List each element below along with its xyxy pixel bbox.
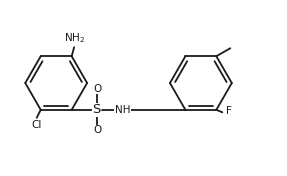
Text: O: O — [94, 125, 102, 135]
Text: S: S — [92, 103, 101, 116]
Text: F: F — [226, 106, 232, 116]
Text: O: O — [94, 84, 102, 94]
Text: NH$_2$: NH$_2$ — [64, 32, 85, 45]
Text: NH: NH — [115, 105, 130, 115]
Text: Cl: Cl — [32, 120, 42, 130]
